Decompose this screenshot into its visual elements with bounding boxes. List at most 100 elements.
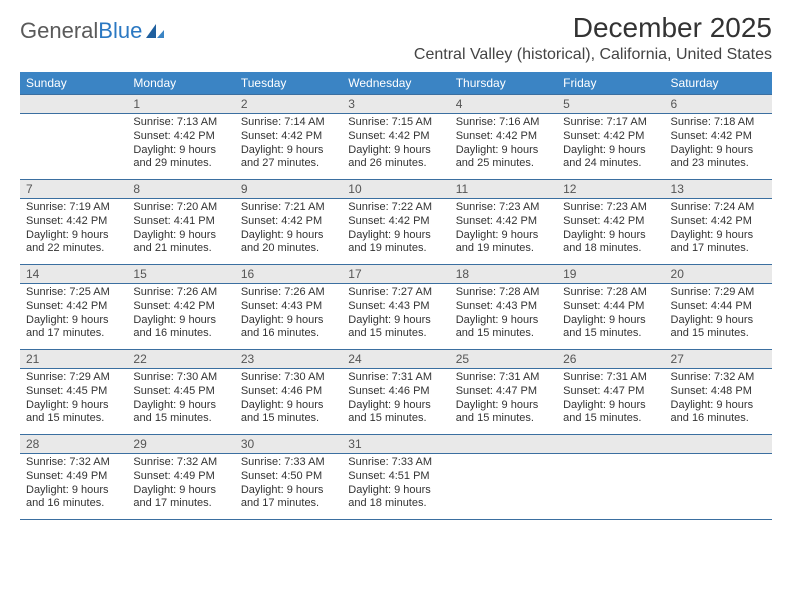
day-line: and 20 minutes. <box>241 242 336 256</box>
day-number <box>665 435 772 451</box>
day-cell-num: 15 <box>127 265 234 284</box>
day-cell-body: Sunrise: 7:21 AMSunset: 4:42 PMDaylight:… <box>235 199 342 265</box>
day-number: 8 <box>127 180 234 198</box>
day-body: Sunrise: 7:22 AMSunset: 4:42 PMDaylight:… <box>342 199 449 264</box>
day-cell-num: 2 <box>235 95 342 114</box>
day-cell-body: Sunrise: 7:32 AMSunset: 4:48 PMDaylight:… <box>665 369 772 435</box>
day-line: Daylight: 9 hours <box>241 314 336 328</box>
day-cell-body: Sunrise: 7:33 AMSunset: 4:51 PMDaylight:… <box>342 454 449 520</box>
day-line: and 16 minutes. <box>133 327 228 341</box>
day-line: Sunset: 4:42 PM <box>26 300 121 314</box>
day-number: 11 <box>450 180 557 198</box>
day-number: 25 <box>450 350 557 368</box>
day-line: Daylight: 9 hours <box>563 144 658 158</box>
day-line: Sunrise: 7:17 AM <box>563 116 658 130</box>
day-line: Sunset: 4:42 PM <box>133 300 228 314</box>
day-body: Sunrise: 7:24 AMSunset: 4:42 PMDaylight:… <box>665 199 772 264</box>
day-line: Sunrise: 7:15 AM <box>348 116 443 130</box>
day-line: Sunrise: 7:33 AM <box>241 456 336 470</box>
day-cell-body: Sunrise: 7:29 AMSunset: 4:45 PMDaylight:… <box>20 369 127 435</box>
day-cell-body: Sunrise: 7:22 AMSunset: 4:42 PMDaylight:… <box>342 199 449 265</box>
day-cell-body: Sunrise: 7:17 AMSunset: 4:42 PMDaylight:… <box>557 114 664 180</box>
day-line: Daylight: 9 hours <box>26 484 121 498</box>
day-line: Sunrise: 7:25 AM <box>26 286 121 300</box>
day-line: Daylight: 9 hours <box>26 314 121 328</box>
day-body: Sunrise: 7:26 AMSunset: 4:42 PMDaylight:… <box>127 284 234 349</box>
day-body: Sunrise: 7:25 AMSunset: 4:42 PMDaylight:… <box>20 284 127 349</box>
calendar-table: Sunday Monday Tuesday Wednesday Thursday… <box>20 72 772 520</box>
day-line: Daylight: 9 hours <box>241 144 336 158</box>
day-line: Daylight: 9 hours <box>241 399 336 413</box>
day-cell-body: Sunrise: 7:32 AMSunset: 4:49 PMDaylight:… <box>20 454 127 520</box>
day-body: Sunrise: 7:32 AMSunset: 4:48 PMDaylight:… <box>665 369 772 434</box>
day-line: Daylight: 9 hours <box>456 144 551 158</box>
day-body: Sunrise: 7:32 AMSunset: 4:49 PMDaylight:… <box>127 454 234 519</box>
day-line: Sunset: 4:42 PM <box>456 130 551 144</box>
day-line: Daylight: 9 hours <box>241 229 336 243</box>
day-line: Sunrise: 7:27 AM <box>348 286 443 300</box>
day-cell-body: Sunrise: 7:27 AMSunset: 4:43 PMDaylight:… <box>342 284 449 350</box>
day-line: Sunrise: 7:29 AM <box>26 371 121 385</box>
day-line: Daylight: 9 hours <box>563 314 658 328</box>
day-cell-num <box>450 435 557 454</box>
day-cell-num: 7 <box>20 180 127 199</box>
day-line: Daylight: 9 hours <box>348 399 443 413</box>
col-saturday: Saturday <box>665 72 772 95</box>
day-line: Sunset: 4:44 PM <box>563 300 658 314</box>
day-line: Daylight: 9 hours <box>348 144 443 158</box>
col-friday: Friday <box>557 72 664 95</box>
day-cell-num: 18 <box>450 265 557 284</box>
day-line: Sunrise: 7:28 AM <box>563 286 658 300</box>
page-title: December 2025 <box>573 12 772 44</box>
day-line: Sunrise: 7:33 AM <box>348 456 443 470</box>
day-line: Sunset: 4:47 PM <box>456 385 551 399</box>
day-line: Sunset: 4:44 PM <box>671 300 766 314</box>
day-cell-body: Sunrise: 7:30 AMSunset: 4:46 PMDaylight:… <box>235 369 342 435</box>
day-body: Sunrise: 7:27 AMSunset: 4:43 PMDaylight:… <box>342 284 449 349</box>
day-cell-body: Sunrise: 7:28 AMSunset: 4:43 PMDaylight:… <box>450 284 557 350</box>
day-number: 1 <box>127 95 234 113</box>
day-body: Sunrise: 7:31 AMSunset: 4:47 PMDaylight:… <box>557 369 664 434</box>
day-line: Sunset: 4:42 PM <box>133 130 228 144</box>
day-cell-num: 16 <box>235 265 342 284</box>
day-body: Sunrise: 7:30 AMSunset: 4:46 PMDaylight:… <box>235 369 342 434</box>
day-cell-body: Sunrise: 7:24 AMSunset: 4:42 PMDaylight:… <box>665 199 772 265</box>
day-line: Sunset: 4:42 PM <box>241 130 336 144</box>
logo-text-blue: Blue <box>98 18 142 44</box>
day-line: and 15 minutes. <box>456 327 551 341</box>
day-number: 30 <box>235 435 342 453</box>
day-line: and 19 minutes. <box>348 242 443 256</box>
day-line: Sunrise: 7:26 AM <box>241 286 336 300</box>
day-cell-num: 23 <box>235 350 342 369</box>
week-3-daynum-row: 21222324252627 <box>20 350 772 369</box>
day-line: Sunrise: 7:16 AM <box>456 116 551 130</box>
day-number: 5 <box>557 95 664 113</box>
day-body: Sunrise: 7:15 AMSunset: 4:42 PMDaylight:… <box>342 114 449 179</box>
day-line: Sunset: 4:49 PM <box>26 470 121 484</box>
day-body: Sunrise: 7:28 AMSunset: 4:44 PMDaylight:… <box>557 284 664 349</box>
logo-sail-icon <box>144 22 166 40</box>
day-line: Sunrise: 7:14 AM <box>241 116 336 130</box>
day-body: Sunrise: 7:16 AMSunset: 4:42 PMDaylight:… <box>450 114 557 179</box>
day-cell-body: Sunrise: 7:31 AMSunset: 4:47 PMDaylight:… <box>557 369 664 435</box>
day-number: 27 <box>665 350 772 368</box>
day-cell-num <box>665 435 772 454</box>
day-line: Sunrise: 7:31 AM <box>348 371 443 385</box>
day-line: Daylight: 9 hours <box>671 314 766 328</box>
day-cell-body: Sunrise: 7:19 AMSunset: 4:42 PMDaylight:… <box>20 199 127 265</box>
day-body: Sunrise: 7:32 AMSunset: 4:49 PMDaylight:… <box>20 454 127 519</box>
day-cell-num: 17 <box>342 265 449 284</box>
day-body: Sunrise: 7:33 AMSunset: 4:51 PMDaylight:… <box>342 454 449 519</box>
day-line: Daylight: 9 hours <box>133 314 228 328</box>
day-line: Sunset: 4:51 PM <box>348 470 443 484</box>
day-line: Sunset: 4:43 PM <box>348 300 443 314</box>
day-line: and 19 minutes. <box>456 242 551 256</box>
day-line: and 17 minutes. <box>26 327 121 341</box>
day-number: 7 <box>20 180 127 198</box>
logo: GeneralBlue <box>20 12 166 44</box>
day-line: Sunrise: 7:18 AM <box>671 116 766 130</box>
day-line: Sunset: 4:43 PM <box>456 300 551 314</box>
day-cell-num: 22 <box>127 350 234 369</box>
day-line: Sunset: 4:42 PM <box>671 215 766 229</box>
day-number: 21 <box>20 350 127 368</box>
